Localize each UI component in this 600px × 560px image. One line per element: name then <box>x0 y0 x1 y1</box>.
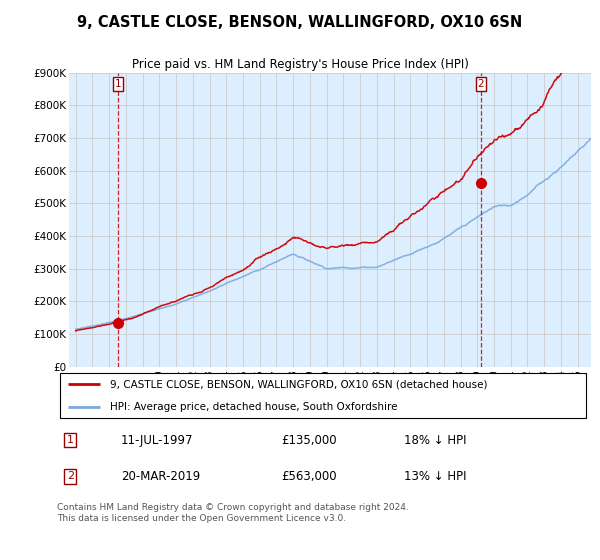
Text: £563,000: £563,000 <box>281 470 337 483</box>
FancyBboxPatch shape <box>59 373 586 418</box>
Text: 1: 1 <box>115 80 121 90</box>
Text: 2: 2 <box>478 80 484 90</box>
Text: £135,000: £135,000 <box>281 433 337 446</box>
Text: Price paid vs. HM Land Registry's House Price Index (HPI): Price paid vs. HM Land Registry's House … <box>131 58 469 71</box>
Text: 9, CASTLE CLOSE, BENSON, WALLINGFORD, OX10 6SN: 9, CASTLE CLOSE, BENSON, WALLINGFORD, OX… <box>77 15 523 30</box>
Text: 11-JUL-1997: 11-JUL-1997 <box>121 433 194 446</box>
Text: 2: 2 <box>67 471 74 481</box>
Text: 9, CASTLE CLOSE, BENSON, WALLINGFORD, OX10 6SN (detached house): 9, CASTLE CLOSE, BENSON, WALLINGFORD, OX… <box>110 379 488 389</box>
Text: 18% ↓ HPI: 18% ↓ HPI <box>404 433 467 446</box>
Text: Contains HM Land Registry data © Crown copyright and database right 2024.
This d: Contains HM Land Registry data © Crown c… <box>57 503 409 523</box>
Text: 13% ↓ HPI: 13% ↓ HPI <box>404 470 467 483</box>
Text: HPI: Average price, detached house, South Oxfordshire: HPI: Average price, detached house, Sout… <box>110 402 398 412</box>
Text: 20-MAR-2019: 20-MAR-2019 <box>121 470 200 483</box>
Text: 1: 1 <box>67 435 74 445</box>
